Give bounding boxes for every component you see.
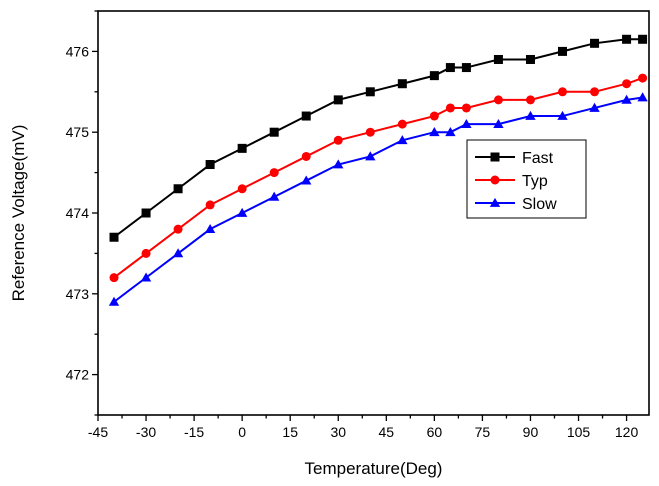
x-tick-label: 90 (523, 424, 539, 440)
data-point-typ (270, 168, 279, 177)
data-point-typ (142, 249, 151, 258)
data-point-typ (430, 112, 439, 121)
data-point-fast (270, 128, 279, 137)
data-point-fast (238, 144, 247, 153)
data-point-typ (302, 152, 311, 161)
data-point-typ (462, 103, 471, 112)
data-point-slow (269, 192, 279, 201)
data-point-typ (334, 136, 343, 145)
data-point-slow (637, 92, 647, 101)
x-axis-title: Temperature(Deg) (305, 459, 443, 478)
data-point-typ (622, 79, 631, 88)
data-point-typ (446, 103, 455, 112)
x-tick-label: 75 (475, 424, 491, 440)
data-point-fast (206, 160, 215, 169)
data-point-fast (430, 71, 439, 80)
x-tick-label: 105 (567, 424, 591, 440)
data-point-fast (494, 55, 503, 64)
data-point-fast (526, 55, 535, 64)
data-point-typ (558, 87, 567, 96)
data-point-typ (110, 273, 119, 282)
y-tick-label: 475 (66, 124, 90, 140)
data-point-typ (174, 225, 183, 234)
legend-marker-fast (491, 153, 500, 162)
data-point-fast (558, 47, 567, 56)
y-tick-label: 476 (66, 43, 90, 59)
data-point-typ (206, 200, 215, 209)
data-point-fast (110, 233, 119, 242)
data-point-typ (366, 128, 375, 137)
data-point-fast (590, 39, 599, 48)
data-point-fast (622, 35, 631, 44)
legend: Fast Typ Slow (467, 140, 586, 218)
data-point-typ (590, 87, 599, 96)
x-tick-label: 60 (427, 424, 443, 440)
data-point-fast (302, 112, 311, 121)
data-point-typ (238, 184, 247, 193)
data-point-fast (638, 35, 647, 44)
data-point-fast (174, 184, 183, 193)
x-tick-label: 45 (379, 424, 395, 440)
y-axis-title: Reference Voltage(mV) (9, 125, 28, 302)
data-point-fast (398, 79, 407, 88)
x-tick-label: 120 (615, 424, 639, 440)
data-point-slow (365, 151, 375, 160)
x-tick-label: -15 (184, 424, 204, 440)
data-point-slow (205, 224, 215, 233)
x-tick-label: 15 (282, 424, 298, 440)
axes: -45 -30 -15 0 15 30 45 60 75 90 105 120 472 473 474 475… (66, 11, 649, 440)
y-tick-label: 472 (66, 367, 90, 383)
data-point-fast (334, 95, 343, 104)
x-tick-label: 30 (330, 424, 346, 440)
y-tick-label: 474 (66, 205, 90, 221)
y-tick-label: 473 (66, 286, 90, 302)
data-point-typ (526, 95, 535, 104)
data-point-fast (366, 87, 375, 96)
data-point-slow (237, 208, 247, 217)
data-point-fast (142, 209, 151, 218)
data-point-typ (398, 120, 407, 129)
x-tick-label: -45 (88, 424, 108, 440)
data-point-typ (638, 74, 647, 83)
x-tick-label: -30 (136, 424, 156, 440)
x-tick-label: 0 (238, 424, 246, 440)
legend-label-slow: Slow (522, 196, 557, 213)
data-point-fast (446, 63, 455, 72)
legend-marker-typ (491, 176, 500, 185)
legend-label-typ: Typ (522, 173, 548, 190)
data-point-slow (301, 176, 311, 185)
data-point-typ (494, 95, 503, 104)
legend-label-fast: Fast (522, 150, 554, 167)
data-point-fast (462, 63, 471, 72)
